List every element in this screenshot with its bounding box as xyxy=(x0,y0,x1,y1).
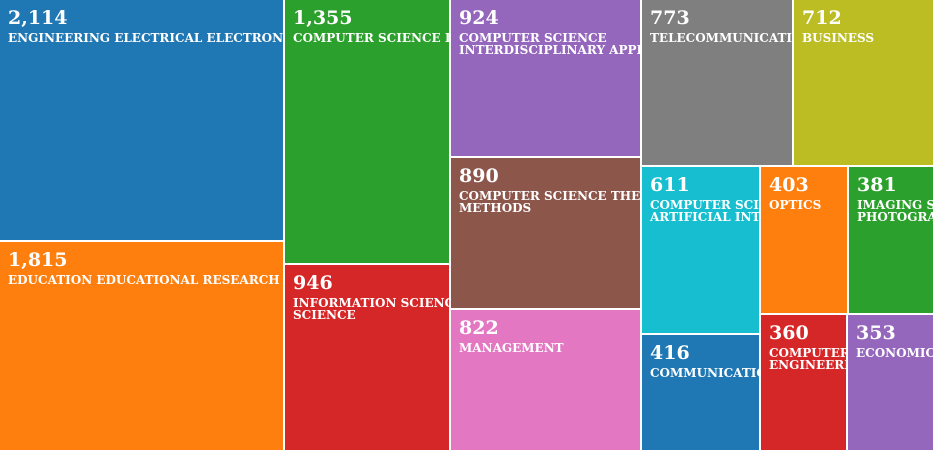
tile-telecommunications: 773 TELECOMMUNICATIONS xyxy=(642,0,792,165)
tile-label: COMPUTER SCIENCE INFORMATION SYSTEMS xyxy=(293,31,449,45)
tile-label: COMPUTER SCIENCE SOFTWARE ENGINEERING xyxy=(769,346,846,372)
tile-label: BUSINESS xyxy=(802,31,875,45)
tile-computer-science-information-systems: 1,355 COMPUTER SCIENCE INFORMATION SYSTE… xyxy=(285,0,449,263)
tile-communication: 416 COMMUNICATION xyxy=(642,335,759,450)
tile-computer-science-artificial-intelligence: 611 COMPUTER SCIENCE ARTIFICIAL INTELLIG… xyxy=(642,167,759,333)
tile-label: TELECOMMUNICATIONS xyxy=(650,31,792,45)
tile-computer-science-theory-methods: 890 COMPUTER SCIENCE THEORY METHODS xyxy=(451,158,640,308)
tile-label: ENGINEERING ELECTRICAL ELECTRONIC xyxy=(8,31,283,45)
tile-value: 403 xyxy=(769,174,809,196)
tile-value: 890 xyxy=(459,165,499,187)
tile-engineering-electrical-electronic: 2,114 ENGINEERING ELECTRICAL ELECTRONIC xyxy=(0,0,283,240)
tile-management: 822 MANAGEMENT xyxy=(451,310,640,450)
tile-information-science-library-science: 946 INFORMATION SCIENCE LIBRARY SCIENCE xyxy=(285,265,449,450)
tile-value: 1,355 xyxy=(293,7,353,29)
tile-education-educational-research: 1,815 EDUCATION EDUCATIONAL RESEARCH xyxy=(0,242,283,450)
tile-value: 360 xyxy=(769,322,809,344)
tile-label: INFORMATION SCIENCE LIBRARY SCIENCE xyxy=(293,296,449,322)
tile-value: 924 xyxy=(459,7,499,29)
tile-value: 381 xyxy=(857,174,897,196)
tile-value: 822 xyxy=(459,317,499,339)
tile-label: COMPUTER SCIENCE ARTIFICIAL INTELLIGENCE xyxy=(650,198,759,224)
tile-value: 773 xyxy=(650,7,690,29)
tile-label: IMAGING SCIENCE PHOTOGRAPHIC TECHNOLOGY xyxy=(857,198,933,224)
tile-value: 353 xyxy=(856,322,896,344)
tile-value: 946 xyxy=(293,272,333,294)
tile-computer-science-software-engineering: 360 COMPUTER SCIENCE SOFTWARE ENGINEERIN… xyxy=(761,315,846,450)
tile-value: 416 xyxy=(650,342,690,364)
tile-value: 611 xyxy=(650,174,690,196)
tile-economics: 353 ECONOMICS xyxy=(848,315,933,450)
tile-imaging-science-photographic-technology: 381 IMAGING SCIENCE PHOTOGRAPHIC TECHNOL… xyxy=(849,167,933,313)
tile-value: 712 xyxy=(802,7,842,29)
tile-label: OPTICS xyxy=(769,198,822,212)
tile-label: ECONOMICS xyxy=(856,346,933,360)
tile-computer-science-interdisciplinary-applications: 924 COMPUTER SCIENCE INTERDISCIPLINARY A… xyxy=(451,0,640,156)
tile-label: COMPUTER SCIENCE THEORY METHODS xyxy=(459,189,640,215)
tile-label: MANAGEMENT xyxy=(459,341,564,355)
tile-value: 1,815 xyxy=(8,249,68,271)
tile-label: EDUCATION EDUCATIONAL RESEARCH xyxy=(8,273,280,287)
tile-value: 2,114 xyxy=(8,7,68,29)
tile-business: 712 BUSINESS xyxy=(794,0,933,165)
tile-label: COMPUTER SCIENCE INTERDISCIPLINARY APPLI… xyxy=(459,31,640,57)
tile-label: COMMUNICATION xyxy=(650,366,759,380)
tile-optics: 403 OPTICS xyxy=(761,167,847,313)
